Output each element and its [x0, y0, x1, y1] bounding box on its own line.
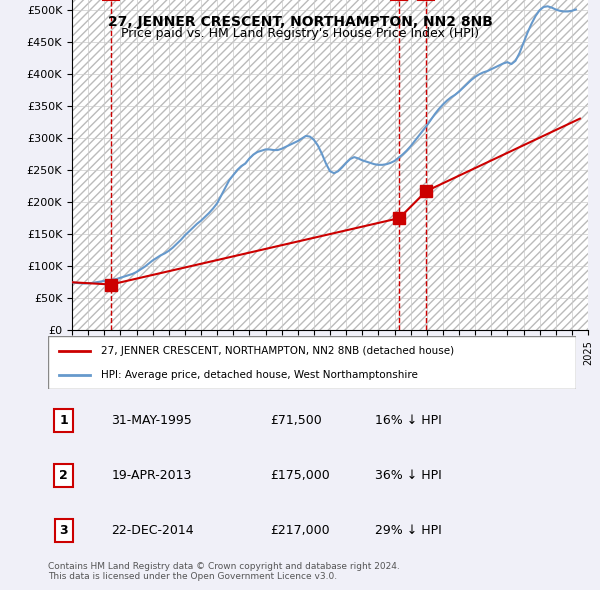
Text: HPI: Average price, detached house, West Northamptonshire: HPI: Average price, detached house, West…: [101, 369, 418, 379]
Text: 19-APR-2013: 19-APR-2013: [112, 469, 192, 482]
Text: 27, JENNER CRESCENT, NORTHAMPTON, NN2 8NB (detached house): 27, JENNER CRESCENT, NORTHAMPTON, NN2 8N…: [101, 346, 454, 356]
Text: Price paid vs. HM Land Registry's House Price Index (HPI): Price paid vs. HM Land Registry's House …: [121, 27, 479, 40]
Text: Contains HM Land Registry data © Crown copyright and database right 2024.
This d: Contains HM Land Registry data © Crown c…: [48, 562, 400, 581]
Text: £175,000: £175,000: [270, 469, 329, 482]
Text: £217,000: £217,000: [270, 524, 329, 537]
Text: 22-DEC-2014: 22-DEC-2014: [112, 524, 194, 537]
Text: 36% ↓ HPI: 36% ↓ HPI: [376, 469, 442, 482]
Text: 2: 2: [59, 469, 68, 482]
Text: 1: 1: [59, 414, 68, 428]
Text: 3: 3: [59, 524, 68, 537]
Text: 29% ↓ HPI: 29% ↓ HPI: [376, 524, 442, 537]
Text: £71,500: £71,500: [270, 414, 322, 428]
FancyBboxPatch shape: [48, 336, 576, 389]
Text: 16% ↓ HPI: 16% ↓ HPI: [376, 414, 442, 428]
Text: 27, JENNER CRESCENT, NORTHAMPTON, NN2 8NB: 27, JENNER CRESCENT, NORTHAMPTON, NN2 8N…: [107, 15, 493, 29]
Text: 31-MAY-1995: 31-MAY-1995: [112, 414, 192, 428]
